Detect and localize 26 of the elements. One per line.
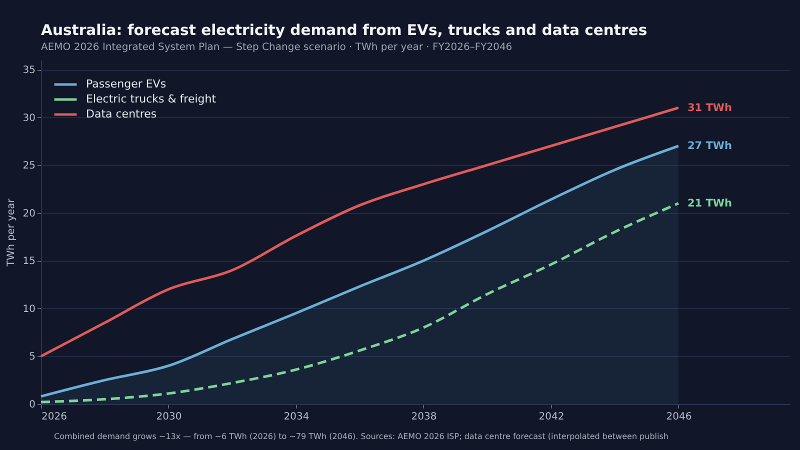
y-tick-label: 15 <box>22 256 36 268</box>
legend-label: Electric trucks & freight <box>86 92 217 106</box>
x-tick-label: 2030 <box>156 412 182 422</box>
y-tick-label: 25 <box>22 160 36 172</box>
x-tick-label: 2046 <box>666 412 692 422</box>
chart-title: Australia: forecast electricity demand from EVs, trucks and data centres <box>41 22 648 40</box>
y-tick-label: 10 <box>22 304 36 315</box>
data-label: 27 TWh <box>687 140 732 152</box>
y-tick-label: 35 <box>22 65 36 76</box>
data-label: 31 TWh <box>687 102 732 114</box>
y-tick-label: 30 <box>22 112 36 124</box>
legend-label: Passenger EVs <box>86 78 166 90</box>
chart-subtitle: AEMO 2026 Integrated System Plan — Step Change scenario · TWh per year · FY2026–FY2046 <box>41 42 512 53</box>
y-tick-label: 20 <box>22 208 36 220</box>
x-tick-label: 2042 <box>538 412 564 422</box>
line-series <box>40 106 680 358</box>
legend-label: Data centres <box>86 108 157 120</box>
data-label: 21 TWh <box>687 197 732 210</box>
y-tick-label: 5 <box>29 352 36 363</box>
x-tick-label: 2034 <box>284 412 310 422</box>
y-tick-label: 0 <box>29 400 36 410</box>
x-tick-label: 2026 <box>42 412 67 422</box>
x-tick-label: 2038 <box>411 412 437 422</box>
y-axis-title: TWh per year <box>6 198 17 268</box>
line-series <box>40 202 680 404</box>
text: Combined demand grows ~13x — from ~6 TWh (2026) to ~79 TWh (2046). Sources: AEMO 2026 ISP; data centre forecast (interpolated between publish <box>54 432 668 441</box>
